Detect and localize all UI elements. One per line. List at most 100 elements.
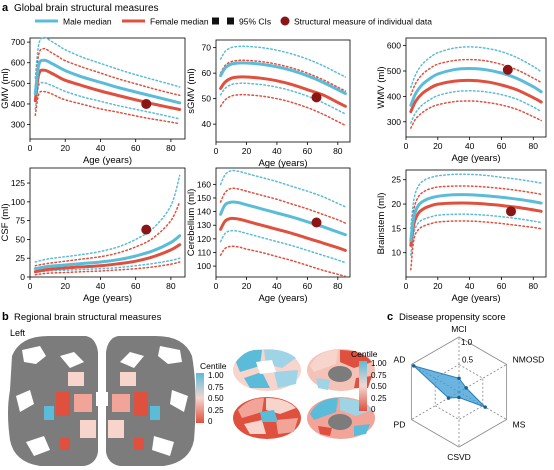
legend-ci-square-1 xyxy=(212,17,219,25)
series-line-male-ci xyxy=(410,90,542,124)
y-tick-label: 100 xyxy=(11,197,25,207)
series-line-female xyxy=(33,68,182,111)
surface-medial-wall xyxy=(328,414,352,430)
colorbar-title: Centile xyxy=(351,349,378,359)
radar-axis-label: AD xyxy=(394,355,406,365)
y-axis-label: CSF (ml) xyxy=(0,204,11,242)
surface-region xyxy=(274,370,298,388)
y-tick-label: 50 xyxy=(202,94,212,104)
x-tick-label: 40 xyxy=(96,281,106,291)
series-line-female-ci xyxy=(34,90,181,125)
y-tick-label: 600 xyxy=(11,58,25,68)
brain-region xyxy=(150,406,160,420)
colorbar-tick: 0.25 xyxy=(208,406,224,415)
surface-region xyxy=(244,372,270,388)
brain-region xyxy=(68,372,84,386)
colorbar-tick: 0.50 xyxy=(371,382,387,391)
radar-area xyxy=(413,365,486,408)
brain-region xyxy=(108,420,124,438)
series-line-female-ci xyxy=(410,185,542,237)
y-tick-label: 60 xyxy=(202,68,212,78)
brain-region xyxy=(74,394,92,412)
series-line-female-ci xyxy=(410,58,542,96)
radar-chart: 0.5 1.0 MCI NMOSD MS CSVD PD AD xyxy=(394,324,545,462)
y-tick-label: 10 xyxy=(392,248,402,258)
brain-sulcus xyxy=(16,390,34,412)
x-tick-label: 40 xyxy=(272,146,282,156)
y-tick-label: 500 xyxy=(387,66,401,76)
series-line-female-ci xyxy=(219,93,347,127)
radar-axis-label: MS xyxy=(513,420,526,430)
x-tick-label: 40 xyxy=(465,281,475,291)
brain-region xyxy=(56,392,70,416)
x-tick-label: 40 xyxy=(272,281,282,291)
series-line-female-ci xyxy=(34,201,181,267)
surface-medial-wall xyxy=(328,366,352,382)
colorbar-gradient xyxy=(196,373,204,423)
y-tick-label: 300 xyxy=(387,117,401,127)
y-tick-label: 110 xyxy=(197,247,211,257)
series-line-female-ci xyxy=(219,59,347,92)
brain-sulcus xyxy=(170,390,188,412)
y-tick-label: 0 xyxy=(20,272,25,282)
plot-frame xyxy=(405,169,547,278)
y-axis-label: WMV (ml) xyxy=(376,66,387,108)
series-line-female xyxy=(33,243,182,274)
y-tick-label: 300 xyxy=(11,120,25,130)
series-line-female xyxy=(409,78,543,114)
x-tick-label: 0 xyxy=(214,281,219,291)
x-axis-label: Age (years) xyxy=(258,293,307,304)
x-tick-label: 80 xyxy=(166,281,176,291)
y-tick-label: 25 xyxy=(392,175,402,185)
series-line-male-ci xyxy=(34,257,181,274)
radar-point xyxy=(483,405,487,409)
brain-region xyxy=(120,372,136,386)
y-tick-label: 20 xyxy=(392,199,402,209)
x-tick-label: 0 xyxy=(28,281,33,291)
individual-data-point xyxy=(506,206,516,217)
x-tick-label: 80 xyxy=(166,143,176,153)
series-line-male xyxy=(409,66,543,107)
colorbar-tick: 0.25 xyxy=(371,394,387,403)
y-tick-label: 400 xyxy=(387,91,401,101)
chart-cerebellum: 0 20 40 60 80 100 110 120 130 140 150 160 Age (years… xyxy=(186,167,351,304)
y-tick-label: 25 xyxy=(16,253,26,263)
series-line-female-ci xyxy=(219,245,347,278)
colorbar-tick: 0 xyxy=(208,417,213,426)
x-tick-label: 60 xyxy=(303,146,313,156)
cortical-surface-lateral-top xyxy=(233,349,301,391)
surface-region xyxy=(256,360,276,374)
series-line-female-ci xyxy=(219,187,347,224)
y-tick-label: 600 xyxy=(387,41,401,51)
panel-b-letter: b xyxy=(2,311,9,323)
surface-region xyxy=(238,398,264,418)
x-tick-label: 20 xyxy=(433,141,443,151)
x-tick-label: 80 xyxy=(529,141,539,151)
y-tick-label: 50 xyxy=(16,234,26,244)
radar-point xyxy=(457,395,461,400)
brain-sulcus xyxy=(26,436,50,456)
series-line-female xyxy=(219,75,347,108)
x-tick-label: 20 xyxy=(60,143,70,153)
surface-region xyxy=(236,349,262,372)
surface-region xyxy=(318,426,332,436)
y-tick-label: 40 xyxy=(202,119,212,129)
plot-frame xyxy=(215,167,351,278)
radar-axis-label: NMOSD xyxy=(513,355,545,365)
legend: Male median Female median 95% CIs Struct… xyxy=(35,16,432,27)
series-line-female xyxy=(219,216,347,252)
colorbar-tick: 0.75 xyxy=(208,383,224,392)
x-tick-label: 60 xyxy=(131,281,141,291)
x-tick-label: 20 xyxy=(60,281,70,291)
x-axis-label: Age (years) xyxy=(451,153,500,164)
brain-region xyxy=(134,392,148,416)
surface-region xyxy=(276,418,298,434)
x-tick-label: 0 xyxy=(214,146,219,156)
y-axis-label: GMV (ml) xyxy=(0,68,11,109)
series-line-male-ci xyxy=(410,46,542,89)
brain-sulcus xyxy=(158,346,182,364)
panel-a-title: Global brain structural measures xyxy=(14,3,159,14)
colorbar-title: Centile xyxy=(200,361,227,371)
x-tick-label: 20 xyxy=(242,146,252,156)
